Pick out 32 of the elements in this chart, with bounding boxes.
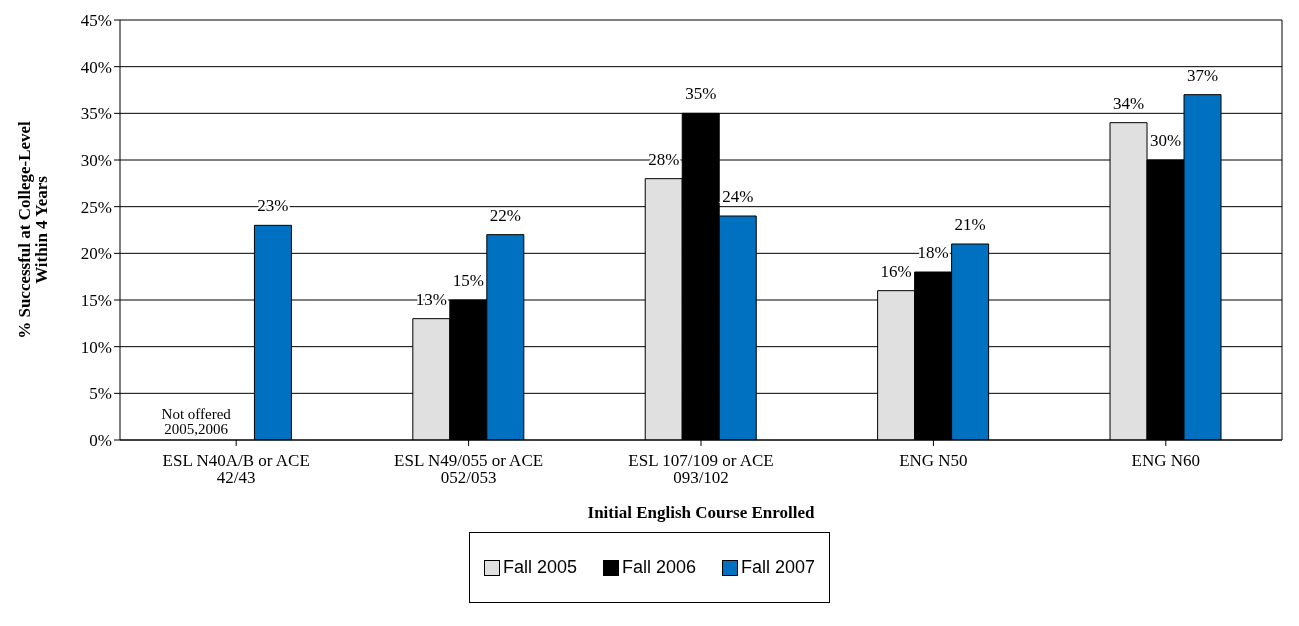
y-tick-label: 10%	[80, 337, 112, 357]
legend-label: Fall 2006	[621, 557, 697, 578]
y-tick-label: 45%	[80, 11, 112, 31]
y-axis-title: % Successful at College-Level Within 4 Years	[14, 120, 51, 339]
data-label: 34%	[1112, 93, 1145, 113]
data-label: 22%	[489, 205, 521, 225]
y-tick-label: 15%	[80, 291, 112, 311]
x-tick-label: ESL 107/109 or ACE 093/102	[628, 451, 774, 488]
y-tick-label: 25%	[80, 197, 112, 217]
y-tick-label: 0%	[89, 431, 112, 451]
x-tick-label: ENG N60	[1131, 451, 1201, 471]
data-label: 37%	[1186, 65, 1219, 85]
x-tick-label: ESL N40A/B or ACE 42/43	[162, 451, 310, 488]
y-tick-label: 20%	[80, 244, 112, 264]
data-label: 15%	[452, 271, 484, 290]
y-tick-label: 35%	[80, 104, 112, 124]
data-label: 16%	[880, 261, 912, 281]
y-tick-label: 40%	[80, 57, 112, 77]
data-label: 35%	[685, 84, 717, 104]
x-axis-title: Initial English Course Enrolled	[587, 503, 815, 522]
data-label: 13%	[415, 289, 447, 309]
data-label: 28%	[648, 149, 680, 169]
y-tick-label: 5%	[89, 384, 112, 404]
data-label: 30%	[1149, 131, 1182, 150]
legend-label: Fall 2007	[741, 557, 816, 578]
annotation: Not offered 2005,2006	[161, 406, 232, 437]
x-tick-label: ESL N49/055 or ACE 052/053	[394, 451, 544, 488]
data-label: 24%	[722, 187, 754, 206]
y-tick-label: 30%	[80, 151, 112, 171]
x-tick-label: ENG N50	[899, 451, 968, 471]
data-label: 21%	[954, 215, 986, 234]
legend-label: Fall 2005	[502, 557, 577, 578]
